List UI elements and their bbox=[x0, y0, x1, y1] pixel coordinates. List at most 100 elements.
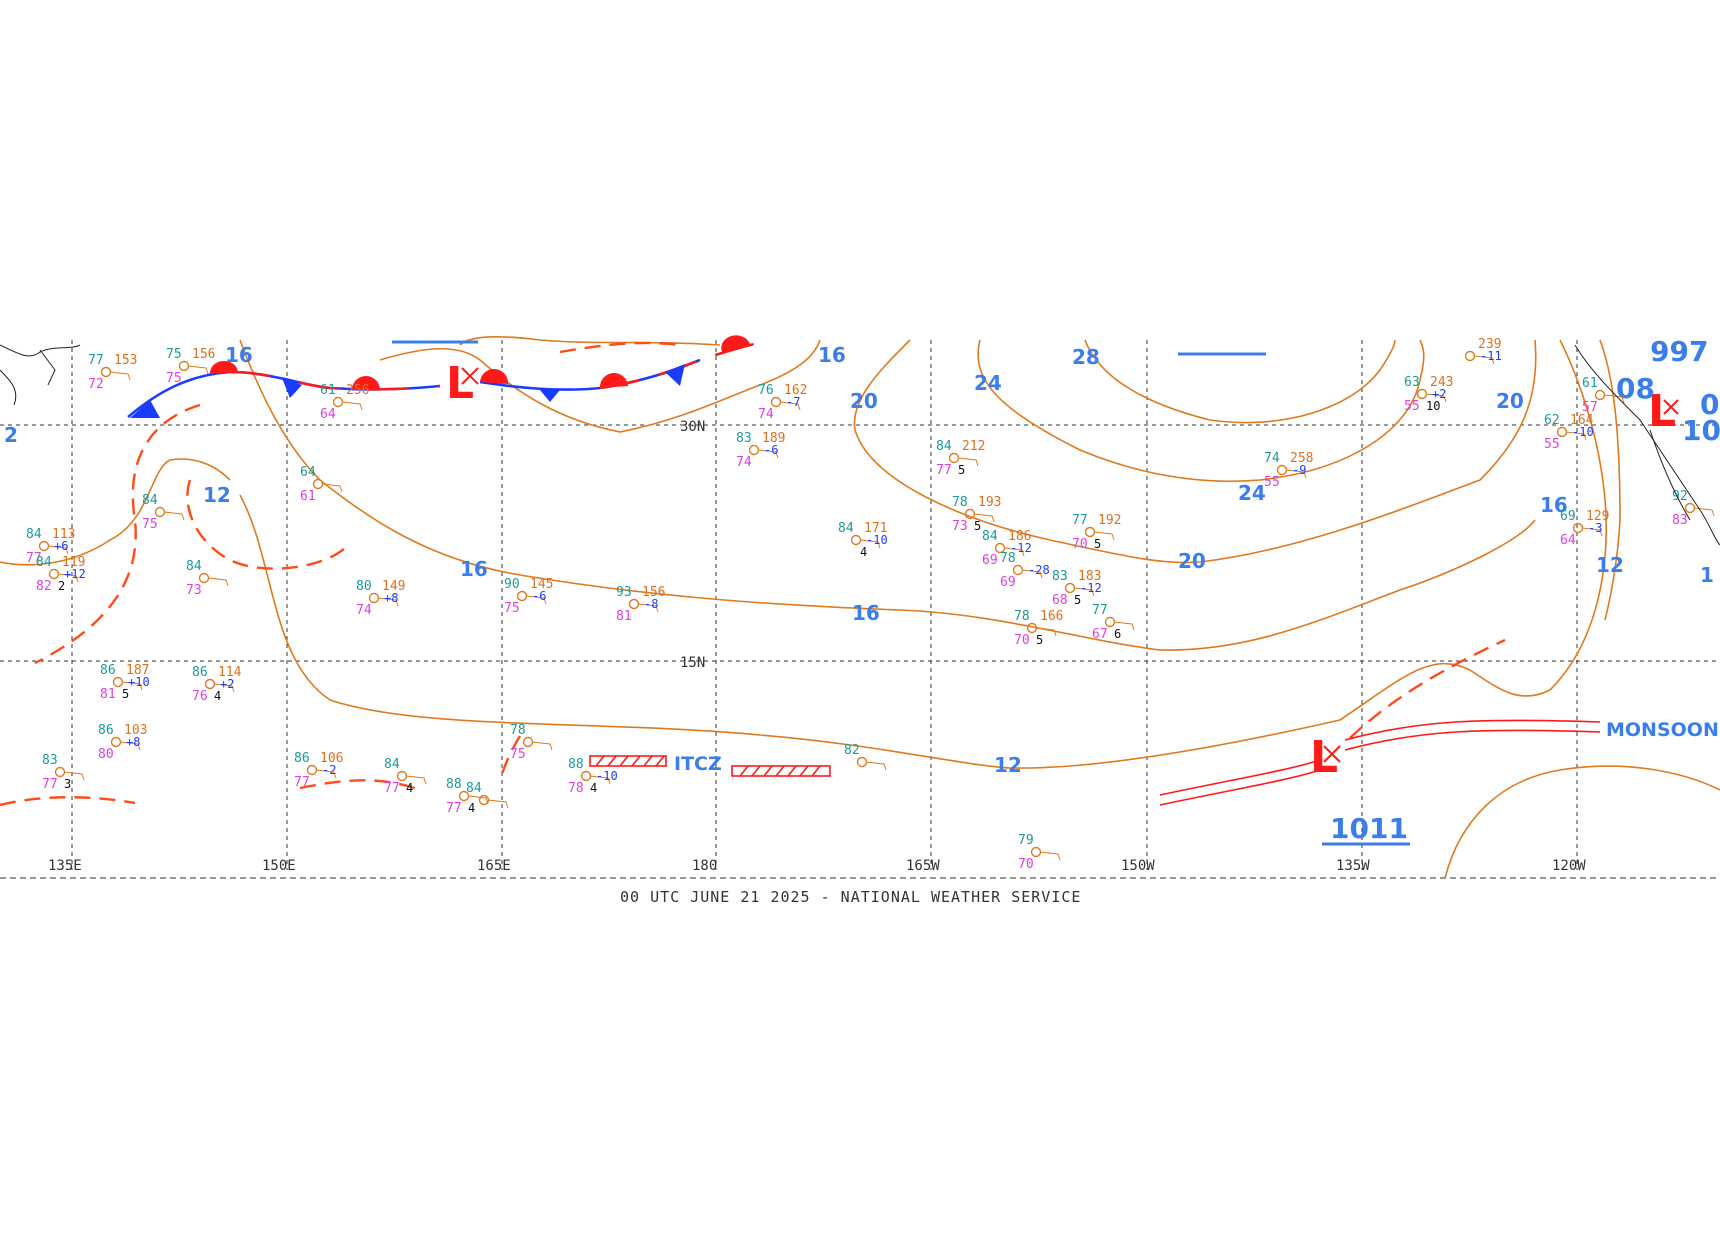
station-circle bbox=[314, 480, 323, 489]
station-temperature: 86 bbox=[100, 663, 116, 678]
station-pressure-change: -7 bbox=[786, 395, 800, 409]
station-temperature: 78 bbox=[952, 495, 968, 510]
wind-barb bbox=[188, 366, 208, 374]
station-temperature: 80 bbox=[356, 579, 372, 594]
station-cloud-height: 5 bbox=[1074, 593, 1081, 607]
station-temperature: 78 bbox=[510, 723, 526, 738]
station-dewpoint: 81 bbox=[616, 609, 632, 624]
station-pressure: 212 bbox=[962, 439, 985, 454]
station-pressure-change: +10 bbox=[128, 675, 150, 689]
station-plot: 83 77 3 bbox=[42, 753, 84, 792]
station-pressure: 192 bbox=[1098, 513, 1121, 528]
station-dewpoint: 67 bbox=[1092, 627, 1108, 642]
station-circle bbox=[206, 680, 215, 689]
station-temperature: 78 bbox=[1014, 609, 1030, 624]
station-dewpoint: 73 bbox=[186, 583, 202, 598]
station-dewpoint: 82 bbox=[36, 579, 52, 594]
wind-barb bbox=[164, 512, 184, 520]
station-pressure-change: +8 bbox=[384, 591, 398, 605]
station-cloud-height: 4 bbox=[214, 689, 221, 703]
trough-line bbox=[560, 343, 680, 352]
station-temperature: 78 bbox=[1000, 551, 1016, 566]
station-cloud-height: 5 bbox=[122, 687, 129, 701]
cold-front-triangle bbox=[540, 390, 560, 402]
wind-barb bbox=[866, 762, 886, 770]
lon-label: 135W bbox=[1336, 858, 1370, 874]
station-temperature: 93 bbox=[616, 585, 632, 600]
station-dewpoint: 75 bbox=[166, 371, 182, 386]
station-temperature: 84 bbox=[982, 529, 998, 544]
station-plot: 93 15681-8 bbox=[616, 585, 665, 624]
station-dewpoint: 55 bbox=[1544, 437, 1560, 452]
station-circle bbox=[1686, 504, 1695, 513]
station-pressure-change: +2 bbox=[220, 677, 234, 691]
station-dewpoint: 55 bbox=[1404, 399, 1420, 414]
station-temperature: 75 bbox=[166, 347, 182, 362]
station-plot: 77 153 72 bbox=[88, 353, 137, 392]
station-dewpoint: 78 bbox=[568, 781, 584, 796]
station-pressure-change: -10 bbox=[596, 769, 618, 783]
station-circle bbox=[1032, 848, 1041, 857]
station-circle bbox=[40, 542, 49, 551]
isobar-value: 20 bbox=[850, 389, 878, 413]
station-plot: 78 69 -28 bbox=[1000, 551, 1050, 590]
station-circle bbox=[1418, 390, 1427, 399]
station-temperature: 77 bbox=[88, 353, 104, 368]
station-circle bbox=[102, 368, 111, 377]
station-dewpoint: 69 bbox=[982, 553, 998, 568]
station-pressure-change: -8 bbox=[644, 597, 658, 611]
station-plot: 86 10380+8 bbox=[98, 723, 147, 762]
station-dewpoint: 70 bbox=[1072, 537, 1088, 552]
station-pressure-change: -28 bbox=[1028, 563, 1050, 577]
station-temperature: 84 bbox=[186, 559, 202, 574]
isobar-value: 12 bbox=[203, 483, 231, 507]
station-dewpoint: 70 bbox=[1014, 633, 1030, 648]
map-footer: 00 UTC JUNE 21 2025 - NATIONAL WEATHER S… bbox=[620, 888, 1081, 906]
isobar-value: 16 bbox=[225, 343, 253, 367]
station-cloud-height: 3 bbox=[64, 777, 71, 791]
station-circle bbox=[950, 454, 959, 463]
itcz-hatch bbox=[590, 756, 666, 766]
wind-barb bbox=[208, 578, 228, 586]
low-center: L bbox=[446, 358, 478, 409]
station-pressure-change: +8 bbox=[126, 735, 140, 749]
station-pressure-change: -10 bbox=[1572, 425, 1594, 439]
lon-label: 120W bbox=[1552, 858, 1586, 874]
wind-barb bbox=[532, 742, 552, 750]
station-dewpoint: 81 bbox=[100, 687, 116, 702]
station-circle bbox=[156, 508, 165, 517]
station-dewpoint: 70 bbox=[1018, 857, 1034, 872]
station-pressure: 153 bbox=[114, 353, 137, 368]
station-dewpoint: 77 bbox=[936, 463, 952, 478]
station-dewpoint: 77 bbox=[42, 777, 58, 792]
station-plot: 7970 bbox=[1018, 833, 1060, 872]
station-temperature: 64 bbox=[300, 465, 316, 480]
station-pressure: 193 bbox=[978, 495, 1001, 510]
station-pressure-change: -10 bbox=[866, 533, 888, 547]
station-temperature: 61 bbox=[1582, 376, 1598, 391]
isobar-value: 20 bbox=[1178, 549, 1206, 573]
station-plot: 63 24355+210 bbox=[1404, 375, 1453, 414]
station-cloud-height: 5 bbox=[1036, 633, 1043, 647]
station-circle bbox=[772, 398, 781, 407]
station-dewpoint: 61 bbox=[300, 489, 316, 504]
station-circle bbox=[1558, 428, 1567, 437]
station-dewpoint: 64 bbox=[1560, 533, 1576, 548]
cold-front-segment bbox=[480, 360, 700, 390]
isobar-value: 20 bbox=[1496, 389, 1524, 413]
station-temperature: 61 bbox=[320, 383, 336, 398]
station-temperature: 86 bbox=[294, 751, 310, 766]
station-dewpoint: 55 bbox=[1264, 475, 1280, 490]
station-pressure: 156 bbox=[192, 347, 215, 362]
station-temperature: 86 bbox=[192, 665, 208, 680]
warm-front-semicircle bbox=[480, 369, 508, 384]
station-circle bbox=[370, 594, 379, 603]
station-pressure-change: -12 bbox=[1080, 581, 1102, 595]
station-temperature: 74 bbox=[1264, 451, 1280, 466]
lat-label: 15N bbox=[680, 655, 705, 671]
isobar-value: 28 bbox=[1072, 345, 1100, 369]
station-temperature: 83 bbox=[736, 431, 752, 446]
lat-label: 30N bbox=[680, 419, 705, 435]
station-dewpoint: 69 bbox=[1000, 575, 1016, 590]
station-circle bbox=[858, 758, 867, 767]
